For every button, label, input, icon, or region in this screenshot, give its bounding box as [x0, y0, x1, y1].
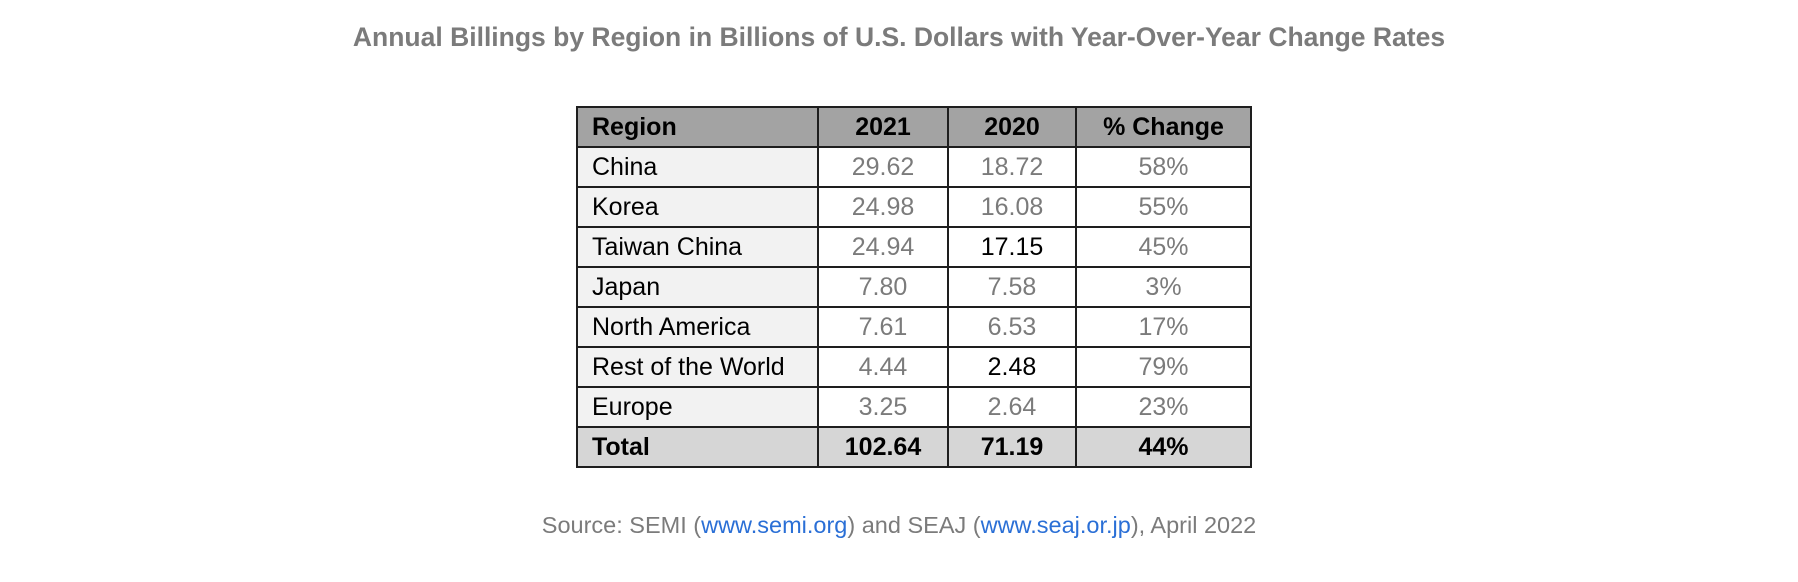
column-header-region: Region	[576, 106, 819, 148]
value-2021-cell: 24.98	[817, 186, 949, 228]
total-2020-cell: 71.19	[947, 426, 1077, 468]
source-suffix: ), April 2022	[1130, 512, 1257, 538]
value-2020-cell: 18.72	[947, 146, 1077, 188]
column-header-change: % Change	[1075, 106, 1252, 148]
table-row: Europe 3.25 2.64 23%	[576, 386, 1252, 428]
value-2020-cell: 6.53	[947, 306, 1077, 348]
value-2020-cell: 16.08	[947, 186, 1077, 228]
region-cell: Japan	[576, 266, 819, 308]
value-2021-cell: 7.61	[817, 306, 949, 348]
region-cell: Europe	[576, 386, 819, 428]
source-middle: ) and SEAJ (	[847, 512, 981, 538]
semi-link[interactable]: www.semi.org	[701, 512, 848, 538]
region-cell: Rest of the World	[576, 346, 819, 388]
change-cell: 23%	[1075, 386, 1252, 428]
total-change-cell: 44%	[1075, 426, 1252, 468]
change-cell: 3%	[1075, 266, 1252, 308]
value-2021-cell: 4.44	[817, 346, 949, 388]
table-row: Japan 7.80 7.58 3%	[576, 266, 1252, 308]
source-note: Source: SEMI (www.semi.org) and SEAJ (ww…	[0, 512, 1798, 539]
value-2021-cell: 24.94	[817, 226, 949, 268]
region-cell: China	[576, 146, 819, 188]
value-2020-cell: 7.58	[947, 266, 1077, 308]
value-2021-cell: 3.25	[817, 386, 949, 428]
value-2021-cell: 7.80	[817, 266, 949, 308]
value-2020-cell: 2.48	[947, 346, 1077, 388]
table-row: Rest of the World 4.44 2.48 79%	[576, 346, 1252, 388]
table-row: Korea 24.98 16.08 55%	[576, 186, 1252, 228]
change-cell: 55%	[1075, 186, 1252, 228]
value-2021-cell: 29.62	[817, 146, 949, 188]
total-2021-cell: 102.64	[817, 426, 949, 468]
value-2020-cell: 2.64	[947, 386, 1077, 428]
change-cell: 45%	[1075, 226, 1252, 268]
region-cell: North America	[576, 306, 819, 348]
table-row: Taiwan China 24.94 17.15 45%	[576, 226, 1252, 268]
source-prefix: Source: SEMI (	[541, 512, 702, 538]
table-row: China 29.62 18.72 58%	[576, 146, 1252, 188]
seaj-link[interactable]: www.seaj.or.jp	[980, 512, 1131, 538]
billings-table: Region 2021 2020 % Change China 29.62 18…	[576, 106, 1252, 468]
change-cell: 79%	[1075, 346, 1252, 388]
region-cell: Taiwan China	[576, 226, 819, 268]
page-title: Annual Billings by Region in Billions of…	[352, 22, 1446, 52]
total-row: Total 102.64 71.19 44%	[576, 426, 1252, 468]
change-cell: 17%	[1075, 306, 1252, 348]
total-label-cell: Total	[576, 426, 819, 468]
region-cell: Korea	[576, 186, 819, 228]
table-row: North America 7.61 6.53 17%	[576, 306, 1252, 348]
column-header-2020: 2020	[947, 106, 1077, 148]
table-header-row: Region 2021 2020 % Change	[576, 106, 1252, 148]
change-cell: 58%	[1075, 146, 1252, 188]
value-2020-cell: 17.15	[947, 226, 1077, 268]
column-header-2021: 2021	[817, 106, 949, 148]
